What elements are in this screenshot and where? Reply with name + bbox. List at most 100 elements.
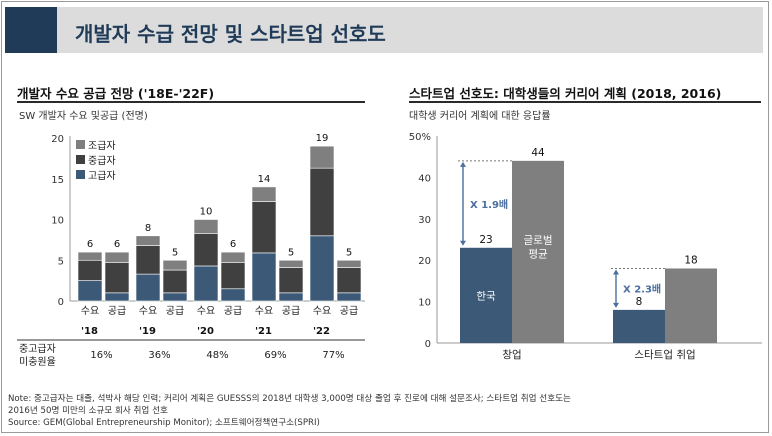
korea-series-label: 한국 [476, 290, 496, 302]
global-bar [512, 160, 564, 343]
multiplier-arrow-head-up [613, 269, 619, 275]
bar-segment [220, 262, 246, 290]
bar-total-label: 5 [172, 247, 178, 258]
left-title-rule [17, 101, 365, 103]
bar-category-label: 수요 [81, 305, 99, 317]
y-tick-label: 50% [409, 132, 431, 143]
bar-segment [220, 251, 246, 263]
bar-segment [336, 267, 362, 294]
bar-category-label: 수요 [139, 305, 157, 317]
source-line: Source: GEM(Global Entrepreneurship Moni… [8, 418, 320, 428]
bar-total-label: 5 [346, 247, 352, 258]
year-label: '20 [197, 326, 214, 337]
y-tick-label: 10 [418, 298, 431, 309]
multiplier-label: X 1.9배 [470, 198, 508, 211]
category-label: 스타트업 취업 [634, 348, 695, 361]
bar-segment [336, 259, 362, 268]
bar-category-label: 공급 [224, 305, 242, 317]
multiplier-arrow-head-up [460, 161, 466, 167]
bar-total-label: 6 [87, 239, 93, 250]
bar-segment [135, 273, 161, 302]
korea-bar [613, 309, 665, 343]
y-tick-label: 0 [58, 297, 64, 308]
y-tick-label: 10 [51, 216, 64, 227]
ratio-value: 36% [148, 350, 170, 361]
y-tick-label: 30 [418, 215, 431, 226]
bar-segment [104, 262, 130, 294]
bar-segment [278, 259, 304, 268]
ratio-value: 77% [322, 350, 344, 361]
page-title: 개발자 수급 전망 및 스타트업 선호도 [75, 22, 386, 46]
global-bar [665, 268, 717, 343]
year-label: '21 [255, 326, 272, 337]
ratio-value: 69% [264, 350, 286, 361]
legend-label: 고급자 [88, 170, 116, 182]
bar-category-label: 공급 [108, 305, 126, 317]
legend-label: 조급자 [88, 140, 116, 152]
bar-segment [135, 245, 161, 275]
bar-segment [104, 251, 130, 263]
right-chart-subtitle: 대학생 커리어 계획에 대한 응답률 [409, 111, 551, 122]
y-tick-label: 20 [51, 134, 64, 145]
bar-segment [251, 186, 277, 202]
bar-segment [251, 201, 277, 254]
korea-value-label: 8 [636, 296, 643, 308]
global-series-label-line2: 평균 [528, 249, 548, 261]
multiplier-arrow-head-down [460, 240, 466, 246]
korea-bar [460, 247, 512, 343]
year-label: '19 [139, 326, 156, 337]
bar-segment [135, 235, 161, 246]
y-tick-label: 15 [51, 175, 64, 186]
legend-swatch [76, 140, 85, 149]
bar-category-label: 수요 [255, 305, 273, 317]
bar-segment [193, 233, 219, 267]
bar-segment [251, 252, 277, 302]
bar-segment [162, 259, 188, 271]
bar-total-label: 8 [145, 223, 151, 234]
y-tick-label: 5 [58, 256, 64, 267]
bar-total-label: 6 [114, 239, 120, 250]
left-chart-subtitle: SW 개발자 수요 및공급 (전명) [19, 111, 148, 122]
multiplier-label: X 2.3배 [623, 283, 661, 296]
korea-value-label: 23 [479, 234, 492, 246]
bar-category-label: 수요 [313, 305, 331, 317]
right-chart-title: 스타트업 선호도: 대학생들의 커리어 계획 (2018, 2016) [409, 86, 722, 101]
y-tick-label: 20 [418, 256, 431, 267]
global-value-label: 44 [531, 147, 545, 159]
year-label: '22 [313, 326, 330, 337]
legend-label: 중급자 [88, 155, 116, 167]
global-value-label: 18 [684, 254, 697, 266]
bar-segment [309, 145, 335, 169]
bar-category-label: 공급 [340, 305, 358, 317]
ratio-label-line1: 중고급자 [19, 343, 56, 355]
bar-segment [278, 267, 304, 294]
ratio-value: 16% [90, 350, 112, 361]
title-bar [5, 7, 763, 53]
y-tick-label: 0 [425, 339, 431, 350]
bar-total-label: 6 [230, 239, 236, 250]
bar-segment [193, 219, 219, 234]
note-line-1: Note: 중고급자는 대졸, 석박사 해당 인력; 커리어 계획은 GUESS… [8, 394, 571, 404]
bar-total-label: 10 [200, 207, 213, 218]
title-accent-block [5, 7, 57, 53]
left-chart-title: 개발자 수요 공급 전망 ('18E-'22F) [17, 86, 215, 101]
note-line-2: 2016년 50명 미만의 소규모 회사 취업 선호 [8, 406, 168, 416]
bar-category-label: 공급 [166, 305, 184, 317]
category-label: 창업 [502, 348, 521, 361]
multiplier-arrow-head-down [613, 302, 619, 308]
ratio-label-line2: 미충원율 [19, 356, 56, 368]
bar-category-label: 공급 [282, 305, 300, 317]
ratio-value: 48% [206, 350, 228, 361]
bar-segment [77, 251, 103, 261]
bar-category-label: 수요 [197, 305, 215, 317]
y-tick-label: 40 [418, 173, 431, 184]
legend-swatch [76, 170, 85, 179]
global-series-label-line1: 글로벌 [524, 235, 553, 247]
right-title-rule [409, 101, 761, 103]
bar-total-label: 14 [258, 174, 271, 185]
legend-swatch [76, 155, 85, 164]
bar-segment [193, 265, 219, 302]
